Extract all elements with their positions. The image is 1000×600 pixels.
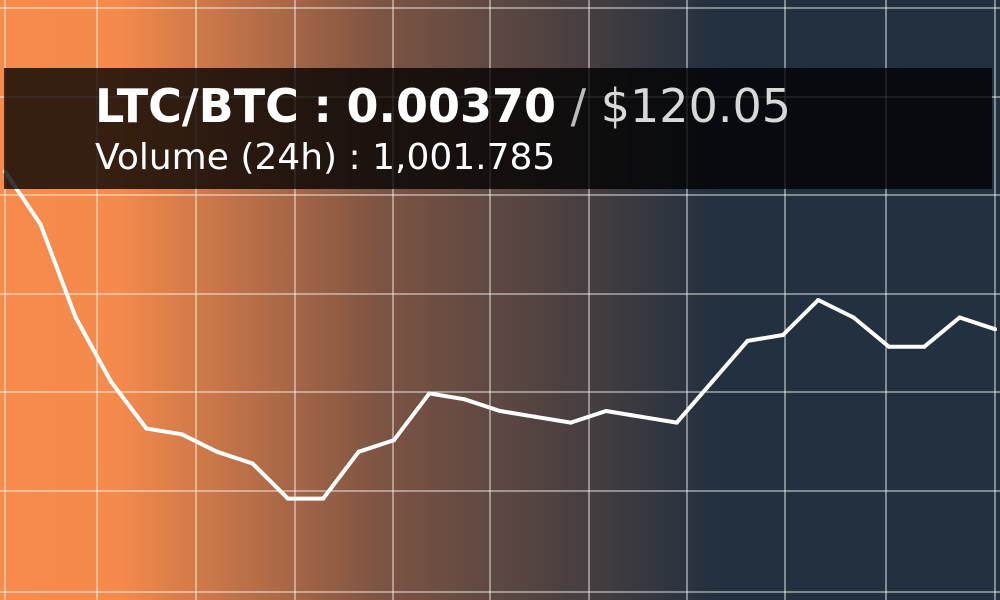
series-point xyxy=(321,496,326,501)
pair-label: LTC/BTC xyxy=(95,79,299,133)
price-line: LTC/BTC : 0.00370 / $120.05 xyxy=(95,78,791,134)
series-point xyxy=(993,327,997,332)
usd-price: $120.05 xyxy=(600,79,791,133)
series-point xyxy=(568,420,573,425)
series-point xyxy=(391,438,396,443)
series-point xyxy=(38,222,43,227)
price-slash: / xyxy=(570,79,587,133)
series-point xyxy=(144,426,149,431)
volume-line: Volume (24h) : 1,001.785 xyxy=(95,136,555,180)
price-separator: : xyxy=(313,79,332,133)
volume-separator: : xyxy=(348,137,361,178)
series-point xyxy=(356,449,361,454)
series-point xyxy=(780,333,785,337)
series-point xyxy=(285,496,290,501)
series-point xyxy=(73,315,78,320)
ticker-banner: LTC/BTC : 0.00370 / $120.05 Volume (24h)… xyxy=(4,68,992,189)
series-point xyxy=(533,414,538,419)
series-point xyxy=(851,315,856,320)
series-point xyxy=(886,344,891,349)
series-point xyxy=(179,432,184,437)
series-point xyxy=(427,391,432,396)
series-point xyxy=(674,420,679,425)
series-point xyxy=(816,298,821,302)
series-point xyxy=(710,379,715,384)
series-point xyxy=(462,397,467,402)
series-point xyxy=(957,315,962,320)
series-point xyxy=(639,414,644,419)
btc-price: 0.00370 xyxy=(346,79,557,133)
series-point xyxy=(498,409,502,413)
volume-label: Volume (24h) xyxy=(95,137,338,178)
volume-value: 1,001.785 xyxy=(372,137,556,178)
series-point xyxy=(745,338,750,343)
series-point xyxy=(604,409,609,413)
series-point xyxy=(922,344,927,349)
series-point xyxy=(215,449,220,454)
series-point xyxy=(250,461,255,466)
series-point xyxy=(109,379,114,384)
